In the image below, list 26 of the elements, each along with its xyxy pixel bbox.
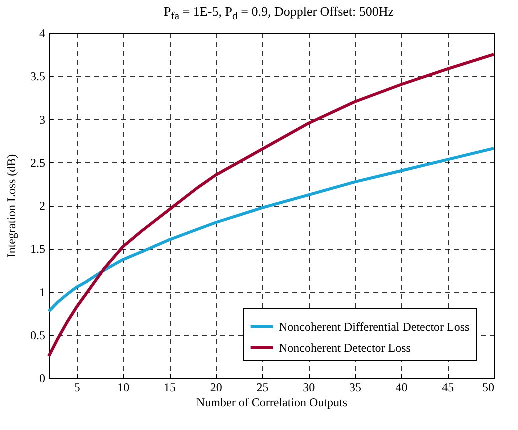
x-tick-label: 40 [396, 380, 408, 394]
y-tick-label: 1 [40, 285, 46, 300]
legend-label: Noncoherent Differential Detector Loss [279, 320, 470, 334]
x-tick-label: 5 [74, 380, 80, 394]
y-tick-label: 1.5 [30, 242, 46, 256]
x-tick-label: 10 [118, 380, 130, 394]
x-axis-title: Number of Correlation Outputs [196, 396, 348, 410]
x-tick-label: 25 [256, 380, 269, 394]
y-tick-label: 3 [40, 112, 46, 127]
legend-label: Noncoherent Detector Loss [279, 341, 412, 355]
y-tick-label: 0.5 [30, 328, 46, 342]
x-tick-label: 30 [303, 380, 316, 394]
x-tick-label: 35 [349, 380, 362, 394]
y-tick-label: 0 [40, 372, 46, 386]
x-tick-label: 45 [442, 380, 454, 394]
line-series [48, 53, 496, 358]
y-tick-label: 2 [40, 199, 46, 213]
y-axis-title: Integration Loss (dB) [4, 154, 18, 258]
x-tick-label: 15 [164, 380, 176, 394]
x-tick-label: 20 [210, 380, 222, 394]
y-tick-label: 2.5 [30, 156, 46, 170]
x-tick-label: 50 [482, 380, 494, 394]
y-tick-label: 4 [40, 26, 46, 40]
line-series [48, 147, 496, 314]
y-tick-label: 3.5 [30, 70, 46, 84]
chart-title: P$_{fa}$ = 1E-5, P$_{d}$ = 0.9, Doppler Offset: 500Hz [162, 3, 396, 23]
